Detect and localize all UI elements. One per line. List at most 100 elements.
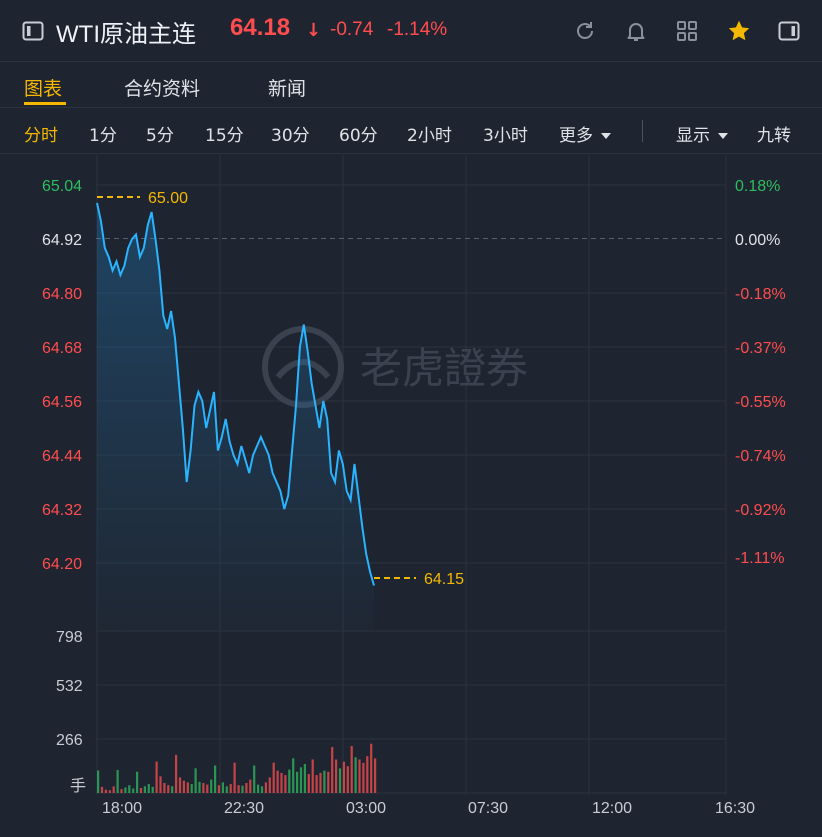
volume-bar: [155, 761, 158, 793]
high-price-label: 65.00: [148, 190, 188, 207]
volume-bar: [124, 787, 127, 793]
volume-bar: [292, 758, 295, 793]
price-down-arrow-icon: ↓: [306, 20, 322, 41]
time-tick-label: 22:30: [224, 800, 264, 817]
percent-tick-label: -0.55%: [735, 394, 786, 411]
active-tab-indicator: [24, 102, 66, 105]
chart-canvas: 老虎證券 65.04 64.92 64.80 64.68 64.56 64.44 64.32…: [42, 155, 786, 817]
price-tick-label: 64.20: [42, 556, 82, 573]
period-3h[interactable]: 3小时: [483, 126, 528, 146]
volume-bar: [175, 754, 178, 793]
refresh-icon[interactable]: [574, 20, 596, 46]
price-change-percent: -1.14%: [387, 19, 448, 40]
price-area: [97, 203, 374, 631]
grid-icon[interactable]: [676, 20, 698, 46]
time-tick-label: 03:00: [346, 800, 386, 817]
volume-bar: [182, 780, 185, 793]
volume-bar: [214, 765, 217, 793]
period-5m[interactable]: 5分: [146, 126, 174, 146]
time-tick-label: 16:30: [715, 800, 755, 817]
volume-bar: [139, 788, 143, 793]
period-timeshare[interactable]: 分时: [24, 126, 58, 146]
price-tick-label: 64.68: [42, 340, 82, 357]
volume-bar: [331, 747, 334, 793]
display-label: 显示: [676, 126, 710, 146]
volume-bar: [249, 779, 252, 793]
volume-bar: [370, 743, 373, 793]
period-30m[interactable]: 30分: [271, 126, 310, 146]
volume-bar: [206, 784, 209, 793]
display-dropdown[interactable]: 显示: [676, 121, 728, 146]
period-toolbar: 分时 1分 5分 15分 30分 60分 2小时 3小时 更多 显示 九转: [0, 108, 822, 154]
volume-bar: [104, 789, 107, 793]
volume-bar: [335, 759, 338, 793]
period-60m[interactable]: 60分: [339, 126, 378, 146]
volume-bar: [350, 746, 353, 793]
time-tick-label: 18:00: [102, 800, 142, 817]
price-tick-label: 64.56: [42, 394, 82, 411]
volume-bar: [163, 783, 166, 793]
volume-bar: [151, 786, 154, 793]
bell-icon[interactable]: [625, 20, 647, 46]
volume-bar: [260, 786, 264, 793]
volume-bar: [112, 786, 115, 793]
price-tick-label: 64.32: [42, 502, 82, 519]
tab-contract-info[interactable]: 合约资料: [124, 78, 201, 100]
volume-bar: [237, 785, 240, 793]
volume-bar: [116, 770, 119, 793]
toolbar-divider: [642, 120, 643, 142]
volume-bar: [143, 786, 146, 793]
volume-bar: [338, 768, 342, 793]
chevron-down-icon: [601, 133, 611, 139]
volume-bar: [303, 764, 306, 793]
volume-bar: [100, 786, 104, 793]
price-change: -0.74: [330, 19, 374, 40]
volume-bar: [346, 766, 349, 793]
period-15m[interactable]: 15分: [205, 126, 244, 146]
volume-bar: [167, 785, 170, 793]
period-2h[interactable]: 2小时: [407, 126, 452, 146]
volume-bar: [120, 789, 123, 793]
price-tick-label: 64.80: [42, 286, 82, 303]
volume-tick-label: 532: [56, 678, 83, 695]
volume-bar: [366, 756, 369, 793]
volume-bar: [97, 770, 100, 793]
time-tick-label: 07:30: [468, 800, 508, 817]
volume-bar: [178, 777, 182, 793]
quote-header: WTI原油主连 64.18 ↓ -0.74 -1.14%: [0, 0, 822, 62]
volume-bar: [311, 759, 314, 793]
volume-bar: [233, 762, 236, 793]
watermark-text: 老虎證券: [360, 344, 528, 393]
price-tick-label: 64.92: [42, 232, 82, 249]
volume-bar: [221, 782, 224, 793]
volume-bar: [147, 784, 150, 793]
instrument-title: WTI原油主连: [56, 21, 196, 48]
percent-tick-label: 0.18%: [735, 178, 780, 195]
volume-bar: [280, 772, 283, 793]
star-icon[interactable]: [727, 19, 751, 47]
intraday-chart[interactable]: 老虎證券 65.04 64.92 64.80 64.68 64.56 64.44 64.32…: [0, 155, 822, 833]
more-label: 更多: [559, 126, 593, 146]
percent-tick-label: -0.18%: [735, 286, 786, 303]
volume-bar: [315, 775, 318, 793]
volume-bar: [210, 779, 213, 793]
volume-bar: [198, 781, 201, 793]
volume-bar: [342, 761, 345, 793]
period-1m[interactable]: 1分: [89, 126, 117, 146]
percent-tick-label: 0.00%: [735, 232, 780, 249]
volume-bar: [202, 783, 205, 793]
volume-bar: [323, 770, 326, 793]
tab-chart[interactable]: 图表: [24, 78, 63, 100]
nine-turn-button[interactable]: 九转: [757, 126, 791, 146]
volume-bar: [299, 767, 303, 793]
volume-bar: [307, 774, 310, 793]
volume-bar: [229, 784, 232, 793]
panel-right-icon[interactable]: [778, 20, 800, 46]
period-more-dropdown[interactable]: 更多: [559, 121, 611, 146]
tab-news[interactable]: 新闻: [268, 78, 307, 100]
panel-left-icon[interactable]: [22, 20, 44, 46]
volume-bar: [132, 788, 135, 793]
volume-tick-label: 手: [70, 777, 86, 795]
time-tick-label: 12:00: [592, 800, 632, 817]
volume-bar: [296, 771, 299, 793]
